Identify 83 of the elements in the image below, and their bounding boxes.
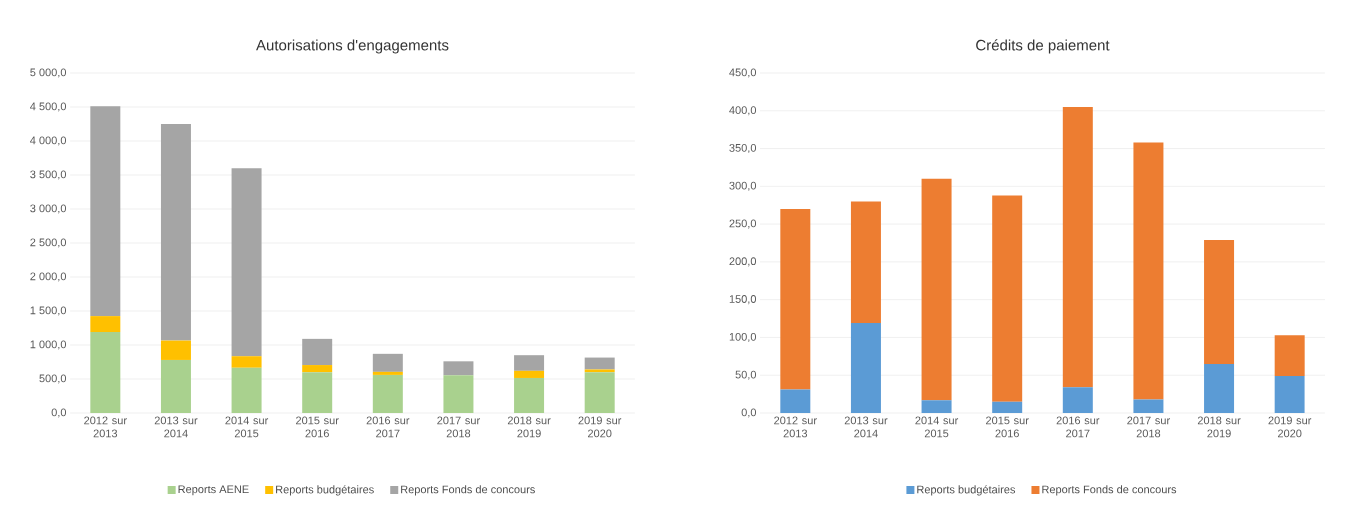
y-tick-label: 450,0 (729, 68, 757, 78)
bar (1274, 335, 1305, 376)
legend-label: Reports Fonds de concours (401, 485, 535, 496)
bar (1062, 387, 1093, 413)
y-tick-label: 5 000,0 (30, 68, 67, 78)
bar (1204, 363, 1235, 413)
y-tick-label: 0,0 (741, 408, 757, 418)
y-tick-label: 0,0 (51, 408, 67, 418)
x-tick-label: 2014 sur 2015 (915, 416, 959, 438)
y-tick-label: 2 000,0 (30, 272, 67, 282)
y-tick-label: 4 500,0 (30, 102, 67, 112)
x-tick-label: 2015 sur 2016 (296, 416, 339, 438)
x-tick-label: 2016 sur 2017 (1056, 416, 1100, 438)
bar (584, 372, 615, 413)
bar (372, 371, 403, 375)
bar (514, 377, 545, 413)
bar (992, 401, 1023, 413)
y-tick-label: 350,0 (729, 144, 757, 154)
x-tick-label: 2012 sur 2013 (774, 416, 817, 438)
bar (160, 359, 191, 413)
y-tick-label: 1 000,0 (30, 340, 67, 350)
bar (780, 208, 811, 390)
bar (90, 106, 121, 317)
bar (584, 369, 615, 373)
y-tick-label: 400,0 (729, 106, 757, 116)
bar (1274, 375, 1305, 413)
y-tick-label: 250,0 (729, 219, 757, 229)
x-tick-label: 2017 sur 2018 (437, 416, 480, 438)
bar (302, 372, 333, 413)
bar (372, 353, 403, 372)
bar (302, 338, 333, 366)
y-tick-label: 150,0 (729, 295, 757, 305)
x-tick-label: 2019 sur 2020 (578, 416, 622, 438)
bar (160, 124, 191, 341)
x-tick-label: 2019 sur 2020 (1268, 416, 1312, 438)
legend-label: Reports AENE (178, 485, 249, 496)
bar (90, 332, 121, 413)
bar (514, 355, 545, 371)
x-tick-label: 2013 sur 2014 (154, 416, 198, 438)
x-tick-label: 2015 sur 2016 (986, 416, 1029, 438)
bar (1133, 399, 1164, 413)
y-tick-label: 4 000,0 (30, 136, 67, 146)
legend-label: Reports Fonds de concours (1042, 485, 1177, 496)
y-tick-label: 200,0 (729, 257, 757, 267)
chart-title: Autorisations d'engagements (256, 39, 449, 54)
y-tick-label: 3 500,0 (30, 170, 67, 180)
bar (372, 374, 403, 413)
bar (302, 365, 333, 373)
bar (90, 316, 121, 333)
x-tick-label: 2018 sur 2019 (1197, 416, 1241, 438)
bar (992, 195, 1023, 402)
bar (850, 323, 881, 413)
x-tick-label: 2017 sur 2018 (1127, 416, 1170, 438)
bar (514, 370, 545, 378)
y-tick-label: 1 500,0 (30, 306, 67, 316)
bar (921, 400, 952, 413)
bar (780, 389, 811, 413)
y-tick-label: 100,0 (729, 332, 757, 342)
bar (231, 356, 262, 368)
bar (1204, 239, 1235, 364)
legend-label: Reports budgétaires (917, 485, 1016, 496)
x-tick-label: 2016 sur 2017 (366, 416, 410, 438)
y-tick-label: 500,0 (39, 374, 67, 384)
bar (160, 340, 191, 360)
y-tick-label: 50,0 (735, 370, 757, 380)
bar (1062, 106, 1093, 388)
legend-label: Reports budgétaires (276, 485, 374, 496)
y-tick-label: 2 500,0 (30, 238, 67, 248)
bar (584, 357, 615, 370)
y-tick-label: 300,0 (729, 181, 757, 191)
x-tick-label: 2018 sur 2019 (507, 416, 551, 438)
bar (231, 168, 262, 357)
chart-title: Crédits de paiement (976, 39, 1110, 54)
bar (443, 375, 474, 413)
bar (443, 361, 474, 376)
bar (1133, 142, 1164, 400)
y-tick-label: 3 000,0 (30, 204, 67, 214)
x-tick-label: 2012 sur 2013 (84, 416, 127, 438)
x-tick-label: 2013 sur 2014 (844, 416, 888, 438)
bar (921, 178, 952, 401)
bar (850, 201, 881, 324)
x-tick-label: 2014 sur 2015 (225, 416, 269, 438)
bar (231, 367, 262, 413)
